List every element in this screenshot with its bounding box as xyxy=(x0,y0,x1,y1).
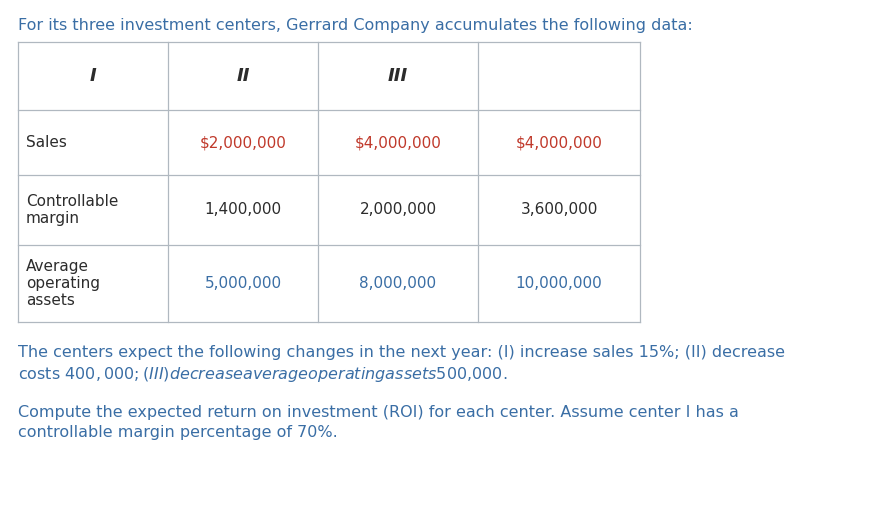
Text: 10,000,000: 10,000,000 xyxy=(516,276,602,291)
Text: $4,000,000: $4,000,000 xyxy=(355,135,442,150)
Text: controllable margin percentage of 70%.: controllable margin percentage of 70%. xyxy=(18,425,338,440)
Text: 2,000,000: 2,000,000 xyxy=(359,203,436,218)
Text: II: II xyxy=(237,67,250,85)
Text: 8,000,000: 8,000,000 xyxy=(359,276,436,291)
Text: 1,400,000: 1,400,000 xyxy=(205,203,282,218)
Text: The centers expect the following changes in the next year: (I) increase sales 15: The centers expect the following changes… xyxy=(18,345,785,360)
Text: costs $400,000; (III) decrease average operating assets $500,000.: costs $400,000; (III) decrease average o… xyxy=(18,365,508,384)
Text: 5,000,000: 5,000,000 xyxy=(205,276,282,291)
Text: For its three investment centers, Gerrard Company accumulates the following data: For its three investment centers, Gerrar… xyxy=(18,18,693,33)
Text: Average
operating
assets: Average operating assets xyxy=(26,259,100,309)
Text: III: III xyxy=(388,67,408,85)
Text: Sales: Sales xyxy=(26,135,67,150)
Text: I: I xyxy=(90,67,96,85)
Text: $2,000,000: $2,000,000 xyxy=(200,135,286,150)
Text: Controllable
margin: Controllable margin xyxy=(26,194,118,226)
Text: Compute the expected return on investment (ROI) for each center. Assume center I: Compute the expected return on investmen… xyxy=(18,405,739,420)
Text: $4,000,000: $4,000,000 xyxy=(516,135,602,150)
Text: 3,600,000: 3,600,000 xyxy=(520,203,598,218)
